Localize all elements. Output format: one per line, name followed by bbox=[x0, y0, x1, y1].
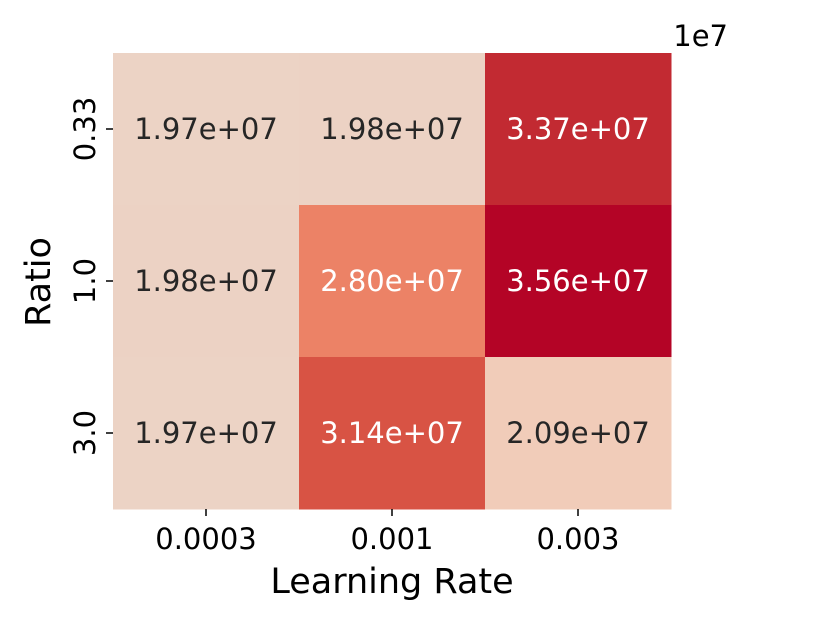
heatmap-cell-r1-c0 bbox=[113, 205, 300, 358]
cell-value-label-r1-c2: 3.56e+07 bbox=[506, 264, 650, 298]
y-axis-ticks: 0.33 1.0 3.0 bbox=[68, 97, 113, 456]
y-axis-label: Ratio bbox=[19, 237, 59, 327]
cell-value-label-r0-c2: 3.37e+07 bbox=[506, 112, 650, 146]
heatmap-cell-r2-c1 bbox=[299, 357, 486, 510]
x-tick-label-1: 0.001 bbox=[350, 522, 433, 556]
cell-value-label-r2-c0: 1.97e+07 bbox=[134, 416, 278, 450]
heatmap-cell-r1-c2 bbox=[485, 205, 672, 358]
heatmap-cell-labels: 1.97e+07 1.98e+07 3.37e+07 1.98e+07 2.80e+07… bbox=[134, 112, 650, 450]
x-tick-label-0: 0.0003 bbox=[155, 522, 256, 556]
heatmap-cell-r2-c0 bbox=[113, 357, 300, 510]
heatmap-cell-r2-c2 bbox=[485, 357, 672, 510]
x-axis-label: Learning Rate bbox=[270, 562, 513, 602]
heatmap-cell-r0-c1 bbox=[299, 53, 486, 206]
y-tick-label-0: 0.33 bbox=[68, 97, 102, 162]
heatmap-cell-r0-c0 bbox=[113, 53, 300, 206]
cell-value-label-r1-c0: 1.98e+07 bbox=[134, 264, 278, 298]
cell-value-label-r2-c1: 3.14e+07 bbox=[320, 416, 464, 450]
cell-value-label-r2-c2: 2.09e+07 bbox=[506, 416, 650, 450]
y-tick-label-1: 1.0 bbox=[68, 258, 102, 304]
scale-exponent-label: 1e7 bbox=[673, 19, 728, 53]
cell-value-label-r0-c1: 1.98e+07 bbox=[320, 112, 464, 146]
x-tick-label-2: 0.003 bbox=[536, 522, 619, 556]
cell-value-label-r0-c0: 1.97e+07 bbox=[134, 112, 278, 146]
cell-value-label-r1-c1: 2.80e+07 bbox=[320, 264, 464, 298]
heatmap-cell-r1-c1 bbox=[299, 205, 486, 358]
x-axis-ticks: 0.0003 0.001 0.003 bbox=[155, 509, 620, 556]
heatmap-cell-r0-c2 bbox=[485, 53, 672, 206]
y-tick-label-2: 3.0 bbox=[68, 410, 102, 456]
heatmap-cells bbox=[113, 53, 672, 510]
